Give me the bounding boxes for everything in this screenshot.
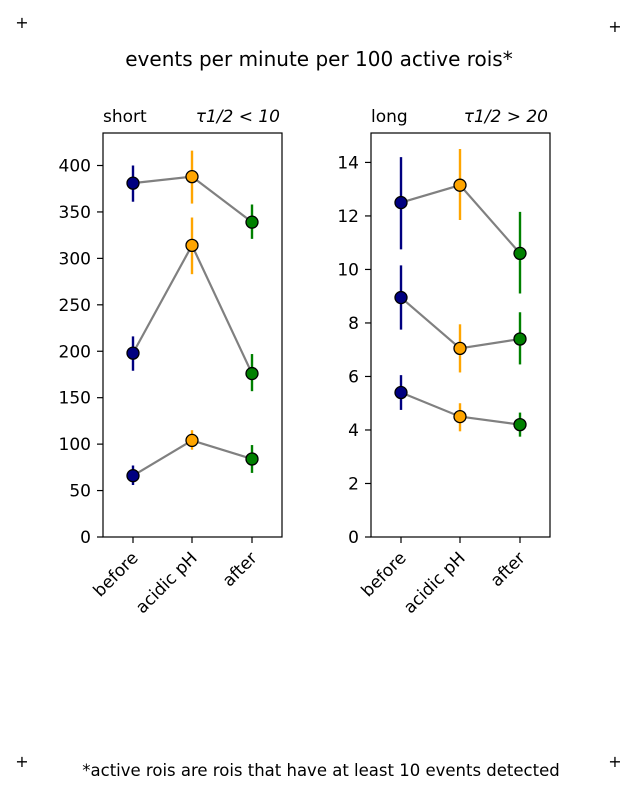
y-tick-label: 150 [59, 389, 91, 409]
data-point [453, 178, 467, 192]
y-tick-label: 2 [348, 474, 359, 494]
footnote: *active rois are rois that have at least… [82, 761, 559, 780]
data-point [513, 332, 527, 346]
x-tick-label: acidic pH [132, 548, 202, 618]
corner-mark-bottom-right: + [608, 752, 621, 771]
panel-short: short τ1/2 < 10 0 50 100 150 200 250 300 350 400 be… [59, 107, 283, 618]
y-tick-label: 10 [337, 260, 359, 280]
data-point [453, 409, 467, 424]
corner-mark-bottom-left: + [15, 752, 28, 771]
panel-title-left: long [371, 107, 408, 127]
x-tick-label: before [90, 548, 143, 601]
x-tick-label: before [358, 548, 411, 601]
data-point [185, 433, 199, 448]
y-tick-label: 350 [59, 203, 91, 223]
data-point [394, 290, 408, 305]
data-point [185, 238, 199, 253]
panel-title-right: τ1/2 > 20 [464, 107, 548, 127]
data-point [245, 366, 259, 381]
panel-title-right: τ1/2 < 10 [196, 107, 280, 127]
y-tick-label: 200 [59, 342, 91, 362]
y-tick-label: 4 [348, 421, 359, 441]
y-tick-label: 300 [59, 249, 91, 269]
y-tick-label: 100 [59, 435, 91, 455]
series-0 [394, 149, 527, 294]
series-1 [394, 265, 527, 373]
y-tick-label: 0 [348, 528, 359, 548]
data-point [513, 417, 527, 432]
y-tick-label: 8 [348, 314, 359, 334]
data-point [245, 215, 259, 229]
panel-title-left: short [103, 107, 147, 127]
data-point [245, 452, 259, 466]
y-tick-label: 50 [69, 482, 91, 502]
y-tick-label: 250 [59, 296, 91, 316]
y-tick-label: 6 [348, 367, 359, 387]
data-point [513, 246, 527, 261]
data-point [126, 469, 140, 483]
series-0 [126, 150, 259, 239]
data-point [126, 176, 140, 190]
data-point [126, 346, 140, 360]
x-tick-label: after [487, 548, 530, 591]
x-tick-label: acidic pH [400, 548, 470, 618]
y-tick-label: 14 [337, 153, 359, 173]
corner-mark-top-left: + [15, 13, 28, 32]
y-tick-label: 12 [337, 207, 359, 227]
series-2 [126, 430, 259, 485]
y-tick-label: 400 [59, 157, 91, 177]
series-2 [394, 375, 527, 437]
data-point [185, 170, 199, 184]
data-point [394, 195, 408, 210]
y-tick-label: 0 [80, 528, 91, 548]
data-point [394, 385, 408, 400]
series-1 [126, 217, 259, 392]
figure-title: events per minute per 100 active rois* [125, 47, 512, 71]
x-tick-label: after [219, 548, 262, 591]
corner-mark-top-right: + [608, 17, 621, 36]
data-point [453, 341, 467, 356]
